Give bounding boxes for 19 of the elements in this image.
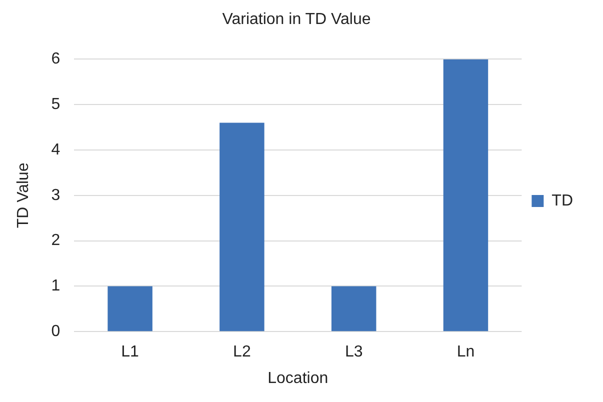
bar: [443, 59, 488, 332]
y-tick-label: 1: [51, 278, 60, 295]
y-tick-label: 4: [51, 141, 60, 158]
x-tick-label: L2: [233, 344, 251, 361]
y-tick-label: 6: [51, 50, 60, 68]
y-axis-title: TD Value: [15, 162, 32, 228]
x-tick-label: Ln: [456, 344, 475, 361]
y-tick-label: 5: [51, 96, 60, 114]
bar: [220, 122, 264, 332]
y-tick-label: 2: [51, 232, 60, 250]
x-tick-label: L3: [344, 344, 363, 361]
x-tick-label: L1: [121, 344, 140, 361]
legend-label: TD: [552, 192, 573, 210]
chart-title: Variation in TD Value: [222, 11, 371, 28]
bar: [108, 286, 152, 332]
y-tick-label: 0: [51, 323, 60, 340]
bar: [331, 286, 376, 332]
y-tick-label: 3: [51, 186, 60, 204]
x-axis-title: Location: [268, 370, 328, 387]
